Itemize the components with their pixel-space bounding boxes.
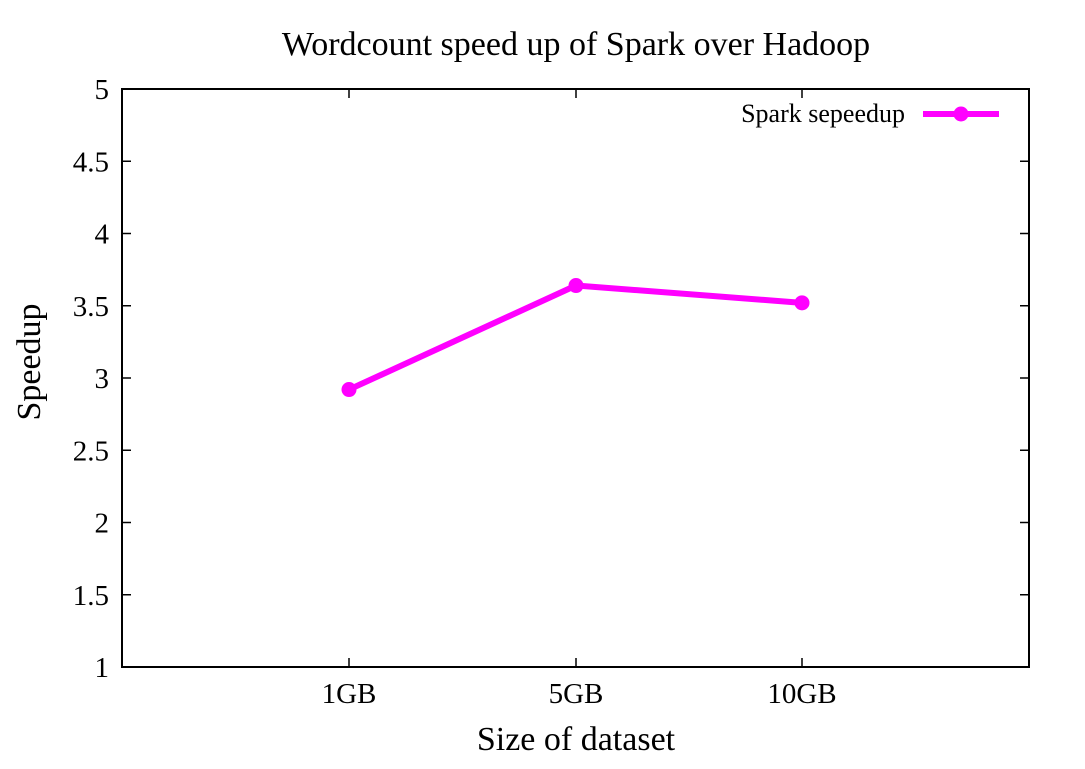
legend: Spark sepeedup bbox=[741, 99, 999, 128]
y-tick-label: 1.5 bbox=[73, 580, 109, 612]
x-tick-label: 1GB bbox=[322, 678, 377, 710]
y-axis: 1 1.5 2 2.5 3 3.5 4 4.5 5 bbox=[73, 74, 1029, 684]
data-point bbox=[341, 382, 357, 398]
y-tick-label: 3.5 bbox=[73, 291, 109, 323]
x-axis-label: Size of dataset bbox=[477, 721, 676, 758]
series-line bbox=[346, 282, 805, 393]
plot-area-frame bbox=[121, 88, 1030, 668]
y-tick-label: 5 bbox=[95, 74, 110, 106]
x-axis: 1GB 5GB 10GB bbox=[322, 89, 837, 710]
legend-label: Spark sepeedup bbox=[741, 99, 905, 128]
legend-marker bbox=[953, 106, 969, 122]
x-tick-label: 10GB bbox=[767, 678, 836, 710]
chart-title: Wordcount speed up of Spark over Hadoop bbox=[282, 26, 870, 63]
y-tick-label: 4.5 bbox=[73, 146, 109, 178]
x-tick-label: 5GB bbox=[549, 678, 604, 710]
data-point bbox=[568, 278, 584, 294]
y-tick-label: 3 bbox=[95, 363, 110, 395]
y-tick-label: 4 bbox=[95, 219, 110, 251]
series-layer bbox=[341, 278, 810, 398]
y-tick-label: 1 bbox=[95, 652, 110, 684]
y-tick-label: 2.5 bbox=[73, 435, 109, 467]
y-axis-label: Speedup bbox=[11, 303, 48, 420]
y-tick-label: 2 bbox=[95, 508, 110, 540]
data-point bbox=[794, 295, 810, 311]
